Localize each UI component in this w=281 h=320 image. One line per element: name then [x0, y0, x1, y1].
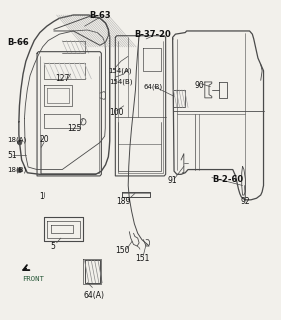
Text: 90: 90 [194, 81, 204, 90]
Text: 92: 92 [241, 197, 250, 206]
Text: 151: 151 [135, 254, 149, 263]
Circle shape [17, 168, 22, 173]
Text: 64(A): 64(A) [84, 291, 105, 300]
Text: 20: 20 [39, 135, 49, 144]
Text: 91: 91 [168, 176, 178, 185]
Text: B-37-20: B-37-20 [135, 30, 171, 39]
Text: 1: 1 [39, 192, 44, 201]
Text: B-63: B-63 [89, 11, 111, 20]
Text: 125: 125 [68, 124, 82, 132]
Text: 64(B): 64(B) [144, 84, 163, 90]
Text: 189: 189 [117, 197, 131, 206]
Text: FRONT: FRONT [22, 276, 44, 282]
Text: 154(B): 154(B) [109, 79, 133, 85]
Text: 5: 5 [50, 242, 55, 251]
Text: 100: 100 [110, 108, 124, 117]
Text: 154(A): 154(A) [108, 68, 132, 74]
Text: 51: 51 [8, 151, 17, 160]
Text: 18(B): 18(B) [8, 166, 27, 173]
Text: 150: 150 [115, 246, 130, 255]
Text: B-2-60: B-2-60 [212, 175, 243, 184]
Circle shape [17, 140, 22, 145]
Text: 18(A): 18(A) [8, 136, 27, 142]
Text: B-66: B-66 [8, 38, 30, 47]
Text: 127: 127 [55, 74, 69, 83]
